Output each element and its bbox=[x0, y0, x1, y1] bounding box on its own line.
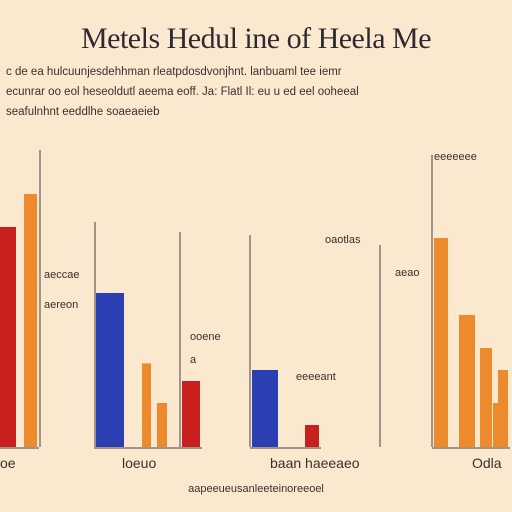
annotation-label: aeccae bbox=[44, 269, 79, 281]
page-title: Metels Hedul ine of Heela Me bbox=[80, 22, 432, 55]
footer-label: aapeeueusanleeteinoreeoel bbox=[188, 483, 324, 495]
bar bbox=[434, 238, 448, 447]
bar bbox=[182, 381, 200, 447]
description-line-1: c de ea hulcuunjesdehhman rleatpdosdvonj… bbox=[6, 66, 342, 78]
bar bbox=[157, 403, 167, 447]
annotation-label: aereon bbox=[44, 299, 78, 311]
annotation-label: eeeeant bbox=[296, 371, 336, 383]
annotation-label: a bbox=[190, 354, 197, 366]
annotation-label: ooene bbox=[190, 331, 221, 343]
x-axis-label: baan haeeaeo bbox=[270, 455, 360, 471]
description-line-3: seafulnhnt eeddlhe soaeaeieb bbox=[6, 106, 160, 118]
bar bbox=[24, 194, 37, 447]
bar bbox=[252, 370, 278, 447]
annotation-label: oaotlas bbox=[325, 234, 361, 246]
bar bbox=[305, 425, 319, 447]
bar bbox=[0, 227, 16, 447]
bar bbox=[493, 403, 499, 447]
x-axis-label: Odla bbox=[472, 455, 502, 471]
annotation-label: aeao bbox=[395, 267, 419, 279]
x-axis-label: loeuo bbox=[122, 455, 156, 471]
bar bbox=[459, 315, 475, 447]
bar bbox=[498, 370, 508, 447]
annotation-label: eeeeeee bbox=[434, 151, 477, 163]
description-line-2: ecunrar oo eol heseoldutl aeema eoff. Ja… bbox=[6, 86, 359, 98]
x-axis-label: oe bbox=[0, 455, 16, 471]
bar bbox=[142, 363, 151, 447]
bar bbox=[96, 293, 124, 447]
bar bbox=[480, 348, 492, 447]
